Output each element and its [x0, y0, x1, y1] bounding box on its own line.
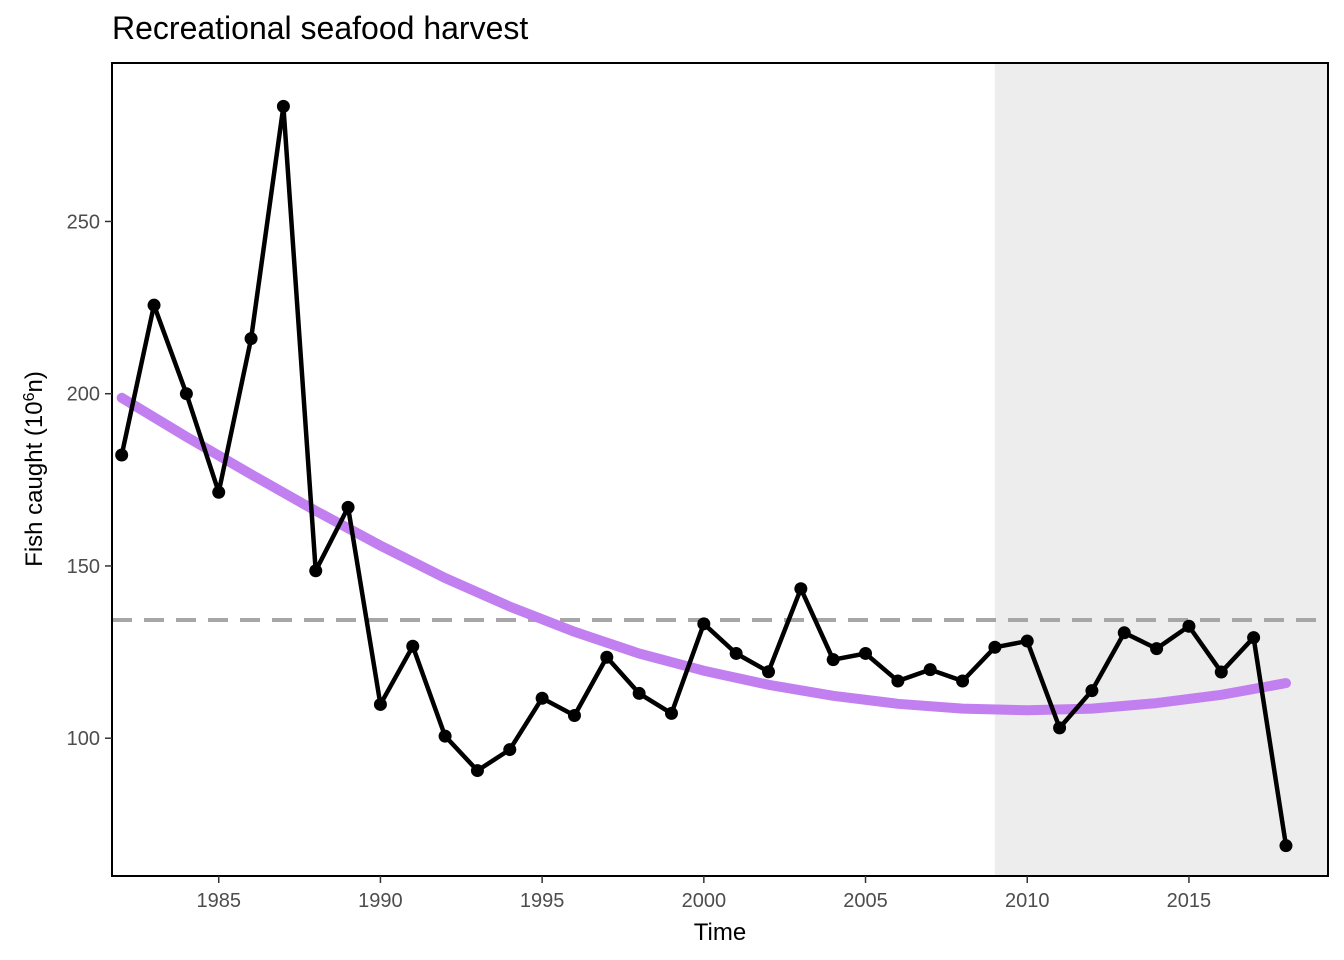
data-point [438, 729, 452, 743]
data-point [1053, 721, 1067, 735]
data-point [147, 298, 161, 312]
data-point [1020, 634, 1034, 648]
data-point [632, 686, 646, 700]
y-tick-label: 100 [67, 728, 100, 750]
data-point [276, 99, 290, 113]
shaded-region [994, 63, 1328, 876]
x-tick-label: 1990 [358, 890, 403, 912]
y-tick-label: 150 [67, 556, 100, 578]
data-point [1279, 839, 1293, 853]
x-tick-label: 2010 [1005, 890, 1050, 912]
data-point [600, 650, 614, 664]
chart-title: Recreational seafood harvest [112, 10, 528, 46]
data-point [826, 653, 840, 667]
x-tick-label: 2005 [843, 890, 888, 912]
data-point [470, 764, 484, 778]
data-point [567, 708, 581, 722]
trend-curve [116, 392, 1291, 716]
data-point [406, 639, 420, 653]
x-tick-label: 1985 [196, 890, 241, 912]
data-point [179, 387, 193, 401]
data-point [664, 706, 678, 720]
y-tick-label: 200 [67, 384, 100, 406]
y-axis-title: Fish caught (106n) [21, 371, 49, 567]
data-point [762, 665, 776, 679]
data-point [729, 646, 743, 660]
data-point [503, 743, 517, 757]
y-tick-label: 250 [67, 211, 100, 233]
data-point [244, 332, 258, 346]
data-point [923, 663, 937, 677]
data-point [212, 485, 226, 499]
data-point [1150, 642, 1164, 656]
data-point [1117, 626, 1131, 640]
x-tick-label: 1995 [520, 890, 565, 912]
plot-border [111, 62, 1329, 877]
data-point [1247, 631, 1261, 645]
data-point [1214, 665, 1228, 679]
data-point [1182, 619, 1196, 633]
data-point [373, 697, 387, 711]
data-point [309, 564, 323, 578]
data-point [988, 640, 1002, 654]
x-tick-label: 2015 [1167, 890, 1212, 912]
x-tick-label: 2000 [682, 890, 727, 912]
data-point [697, 617, 711, 631]
data-point [535, 691, 549, 705]
data-point [891, 674, 905, 688]
data-point [794, 582, 808, 596]
data-point [1085, 684, 1099, 698]
data-point [115, 448, 129, 462]
data-point [859, 646, 873, 660]
data-point [341, 500, 355, 514]
data-point [956, 674, 970, 688]
x-axis-title: Time [694, 919, 746, 946]
